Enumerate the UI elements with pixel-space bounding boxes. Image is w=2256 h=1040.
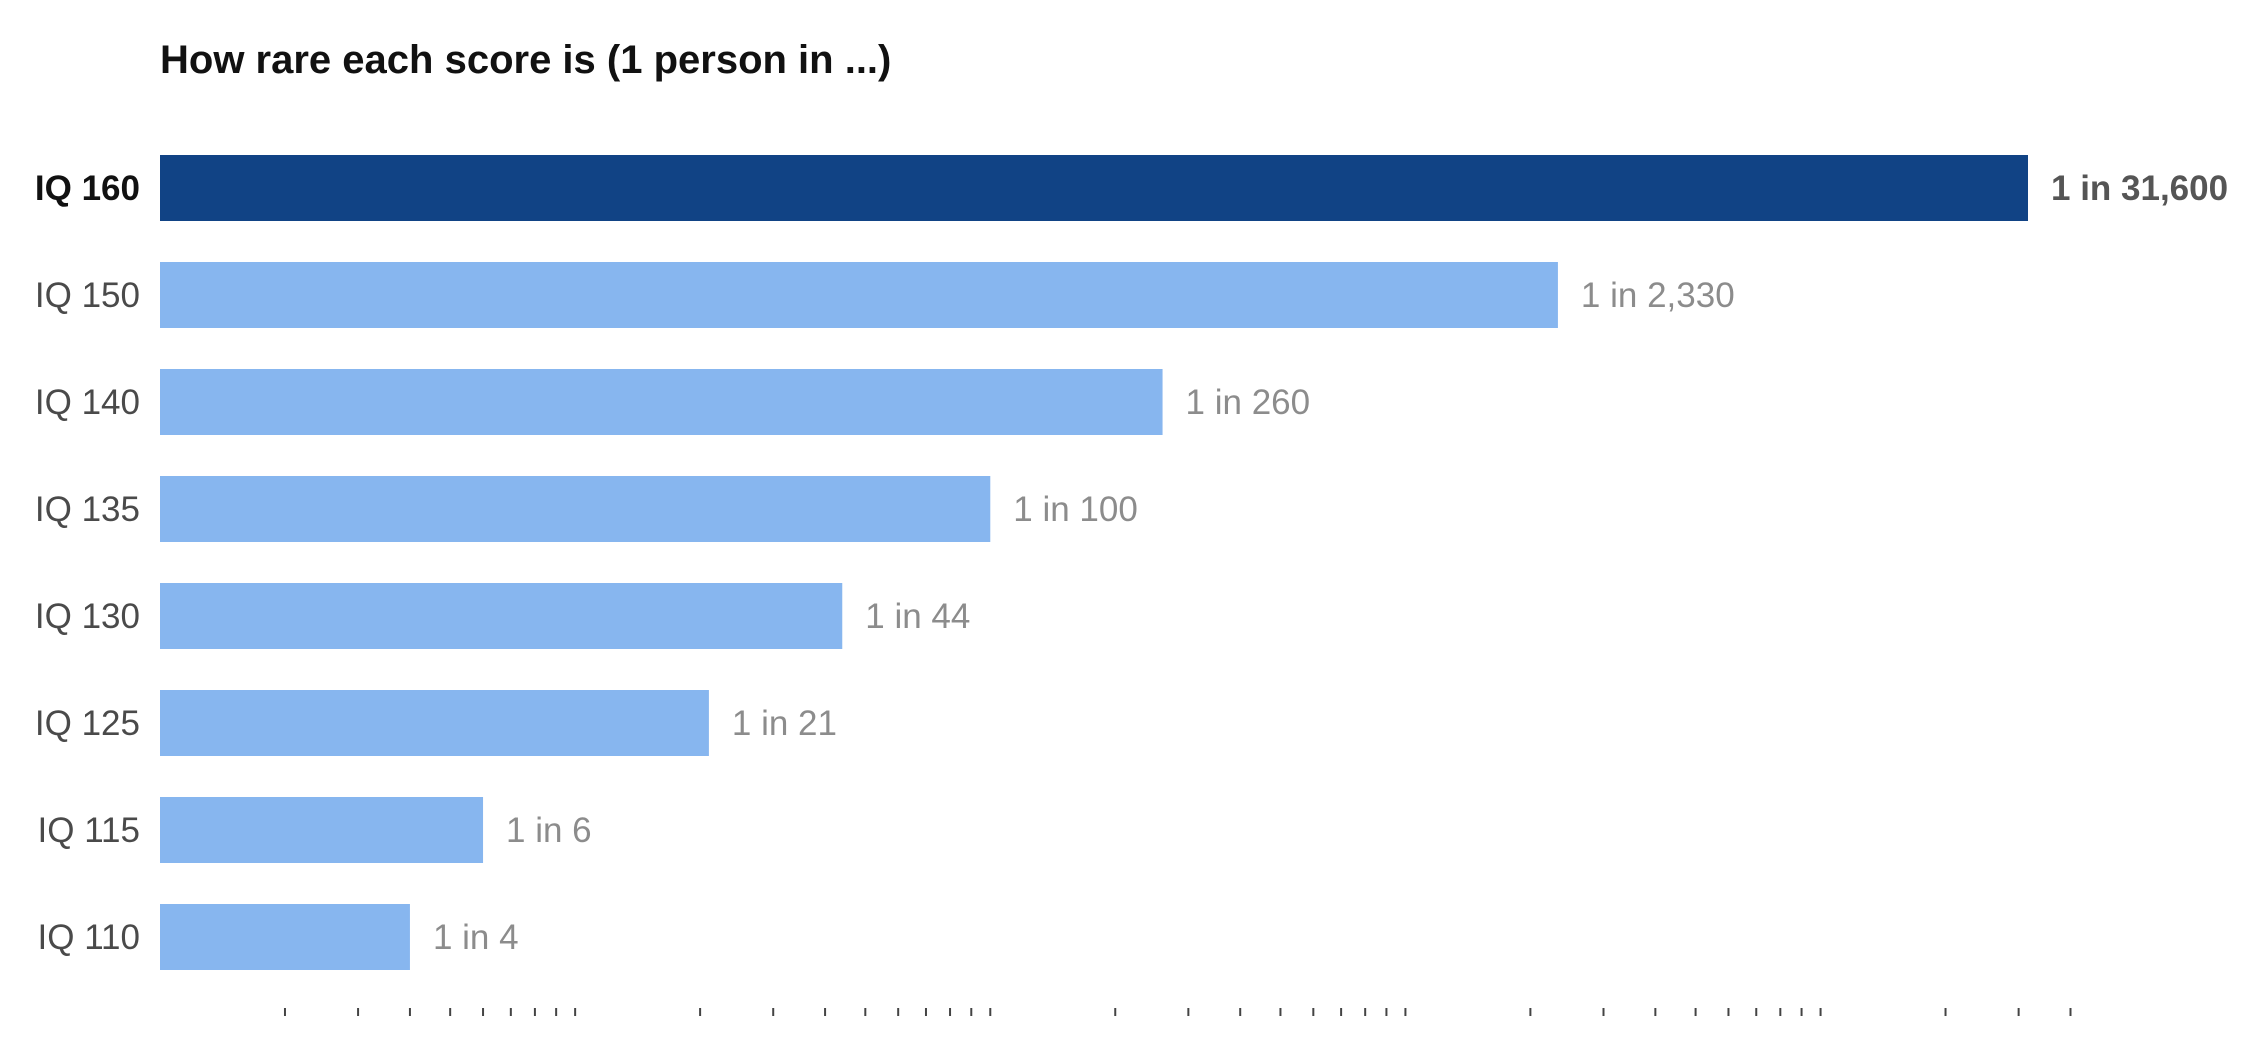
category-label-iq-115: IQ 115: [38, 811, 140, 850]
value-label-iq-150: 1 in 2,330: [1581, 276, 1735, 315]
category-label-iq-160: IQ 160: [35, 169, 140, 208]
bar-iq-115: [160, 797, 484, 863]
category-label-iq-140: IQ 140: [35, 383, 140, 422]
category-label-iq-110: IQ 110: [38, 918, 140, 957]
value-label-iq-140: 1 in 260: [1186, 383, 1311, 422]
value-label-iq-125: 1 in 21: [732, 704, 837, 743]
value-label-iq-110: 1 in 4: [433, 918, 519, 957]
category-label-iq-150: IQ 150: [35, 276, 140, 315]
bar-iq-160: [160, 155, 2028, 221]
category-label-iq-135: IQ 135: [35, 490, 140, 529]
value-label-iq-130: 1 in 44: [865, 597, 970, 636]
value-label-iq-160: 1 in 31,600: [2051, 169, 2228, 208]
bar-iq-140: [160, 369, 1163, 435]
bar-iq-125: [160, 690, 709, 756]
value-label-iq-115: 1 in 6: [506, 811, 592, 850]
bar-iq-130: [160, 583, 843, 649]
category-label-iq-130: IQ 130: [35, 597, 140, 636]
bar-iq-135: [160, 476, 991, 542]
bar-iq-110: [160, 904, 410, 970]
category-label-iq-125: IQ 125: [35, 704, 140, 743]
chart-title: How rare each score is (1 person in ...): [160, 38, 891, 82]
bar-iq-150: [160, 262, 1558, 328]
value-label-iq-135: 1 in 100: [1013, 490, 1138, 529]
bars: IQ 160 1 in 31,600 IQ 150 1 in 2,330 IQ 140 1…: [35, 155, 2228, 970]
x-axis-ticks: [283, 1008, 2072, 1016]
